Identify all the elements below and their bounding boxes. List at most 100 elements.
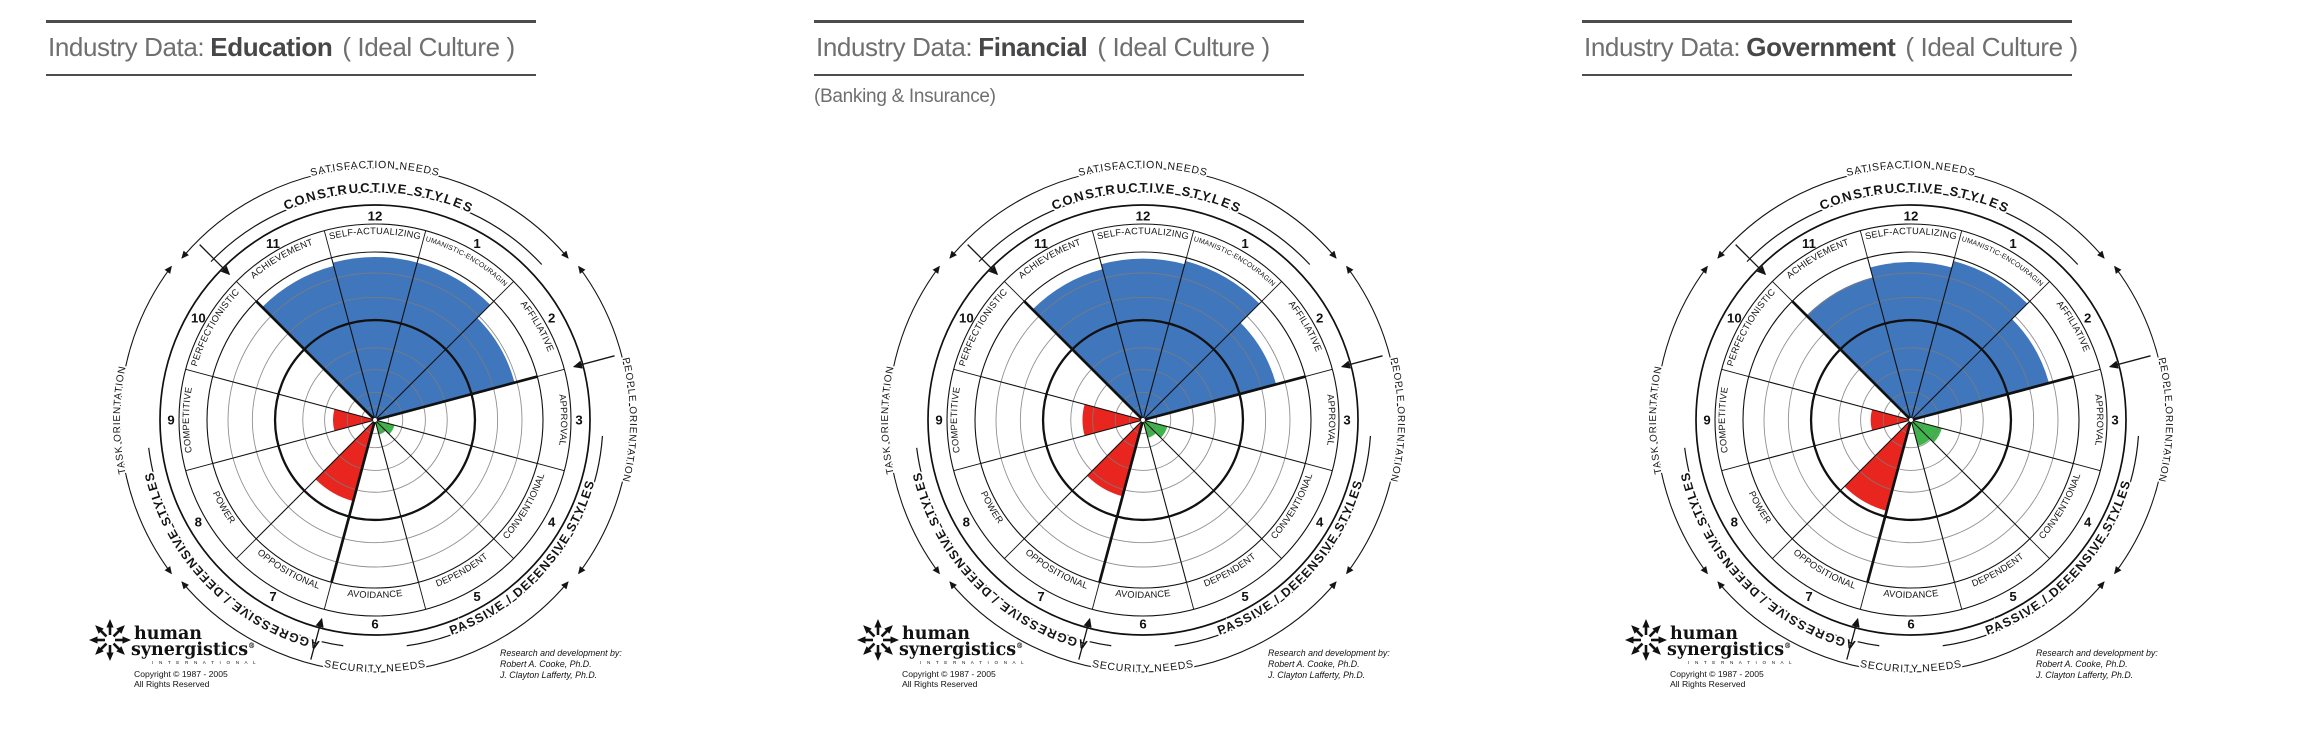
credits-line3: J. Clayton Lafferty, Ph.D. (1267, 670, 1365, 680)
ring (1860, 369, 1962, 471)
segment-number-6: 6 (1907, 617, 1914, 632)
people-orientation-arrow-arc (1346, 265, 1399, 575)
ring (1129, 406, 1157, 434)
ring (995, 272, 1291, 568)
ring (324, 369, 426, 471)
style-label-9: COMPETITIVE (1717, 386, 1730, 454)
wedge-style-2-constructive (1143, 322, 1277, 420)
ring (1882, 391, 1940, 449)
logo-text-international: I N T E R N A T I O N A L (152, 660, 258, 665)
style-label-3: APPROVAL (1325, 394, 1337, 447)
cluster-boundary-tick (1340, 355, 1383, 369)
panel-government: Industry Data: Government ( Ideal Culture … (1536, 0, 2304, 736)
satisfaction-needs-arrow-arc (1717, 167, 2105, 259)
segment-number-9: 9 (1703, 413, 1710, 428)
label-band-divider (1091, 582, 1100, 610)
segment-number-7: 7 (1805, 589, 1812, 604)
segment-line (255, 419, 376, 540)
credits-line3: J. Clayton Lafferty, Ph.D. (499, 670, 597, 680)
segment-number-7: 7 (1037, 589, 1044, 604)
logo-star-tip (1658, 636, 1667, 644)
credits-line2: Robert A. Cooke, Ph.D. (1268, 659, 1360, 669)
logo-star-tip (122, 636, 131, 644)
logo-star-tip (884, 646, 893, 655)
style-label-5: DEPENDENT (1970, 551, 2025, 589)
segment-line (374, 419, 538, 465)
label-band-divider (953, 463, 981, 472)
segment-number-5: 5 (473, 589, 480, 604)
logo-star-arm (112, 642, 121, 651)
segment-number-6: 6 (1139, 617, 1146, 632)
cluster-divider-line (1791, 300, 1912, 421)
style-label-1: HUMANISTIC-ENCOURAGING (768, 128, 1276, 288)
task-orientation-label: TASK ORIENTATION (880, 365, 897, 475)
style-label-7: OPPOSITIONAL (1792, 547, 1858, 591)
label-band-divider (236, 538, 257, 559)
ring (302, 347, 448, 493)
label-band-divider (185, 368, 213, 377)
logo-star-tip (116, 646, 125, 655)
segment-number-12: 12 (1136, 209, 1151, 224)
style-label-3: APPROVAL (2093, 394, 2105, 447)
label-band-divider (2029, 281, 2050, 302)
task-orientation-arrow-arc (119, 265, 172, 575)
satisfaction-needs-label: SATISFACTION NEEDS (1845, 159, 1977, 179)
segment-number-11: 11 (1034, 236, 1048, 251)
style-label-12: SELF-ACTUALIZING (328, 226, 422, 242)
logo-text-synergistics: synergistics® (131, 640, 255, 660)
logo-star-tip (1652, 646, 1661, 655)
segment-line (1866, 257, 1912, 421)
research-credits: Research and development by:Robert A. Co… (499, 648, 622, 680)
passive-arc (1174, 435, 1372, 647)
cluster-divider-line (1142, 375, 1306, 422)
title-education: Industry Data: Education ( Ideal Culture ) (46, 20, 536, 76)
aggressive-arc (1684, 447, 1880, 647)
label-band-divider (1261, 281, 1282, 302)
segment-number-11: 11 (1802, 236, 1816, 251)
segment-line (374, 257, 420, 421)
people-orientation-label: PEOPLE ORIENTATION (620, 357, 638, 484)
segment-number-1: 1 (473, 236, 480, 251)
logo-copyright-line1: Copyright © 1987 - 2005 (134, 669, 228, 679)
label-band-divider (323, 582, 332, 610)
segment-line (1142, 419, 1306, 465)
segment-number-7: 7 (269, 589, 276, 604)
segment-number-12: 12 (368, 209, 383, 224)
logo-copyright-line1: Copyright © 1987 - 2005 (902, 669, 996, 679)
cluster-boundary-tick (1078, 617, 1092, 660)
label-band-divider (1772, 281, 1793, 302)
credits-line1: Research and development by: (2036, 648, 2158, 658)
segment-number-3: 3 (575, 413, 582, 428)
task-orientation-label: TASK ORIENTATION (112, 365, 129, 475)
logo-star-arm (880, 642, 889, 651)
label-band-divider (537, 463, 565, 472)
logo-star-tip (1631, 625, 1640, 634)
ring (1787, 296, 2035, 544)
logo-star-tip (116, 625, 125, 634)
subtitle-financial: (Banking & Insurance) (814, 86, 996, 107)
segment-number-2: 2 (2084, 311, 2091, 326)
center-dot (1140, 417, 1146, 423)
label-band-divider (1004, 281, 1025, 302)
wedge-style-11-constructive (1806, 277, 1911, 420)
percentile-rings (995, 272, 1291, 568)
segment-line (1142, 300, 1263, 421)
label-band-divider (185, 463, 213, 472)
logo-copyright-line2: All Rights Reserved (1670, 679, 1746, 689)
wedge-style-1-constructive (375, 262, 491, 420)
security-needs-arrow-arc (181, 581, 569, 673)
wedge-style-12-constructive (1870, 262, 1952, 420)
segment-line (1142, 419, 1263, 540)
cluster-divider-line (1866, 419, 1913, 583)
segment-number-9: 9 (935, 413, 942, 428)
style-label-11: ACHIEVEMENT (1785, 237, 1851, 281)
title-prefix: Industry Data: (816, 32, 973, 62)
style-label-12: SELF-ACTUALIZING (1864, 226, 1958, 242)
logo-star-tip (89, 636, 98, 644)
wedge-style-9-aggressive (333, 409, 375, 431)
style-label-6: AVOIDANCE (1115, 588, 1171, 600)
segment-number-10: 10 (959, 311, 974, 326)
